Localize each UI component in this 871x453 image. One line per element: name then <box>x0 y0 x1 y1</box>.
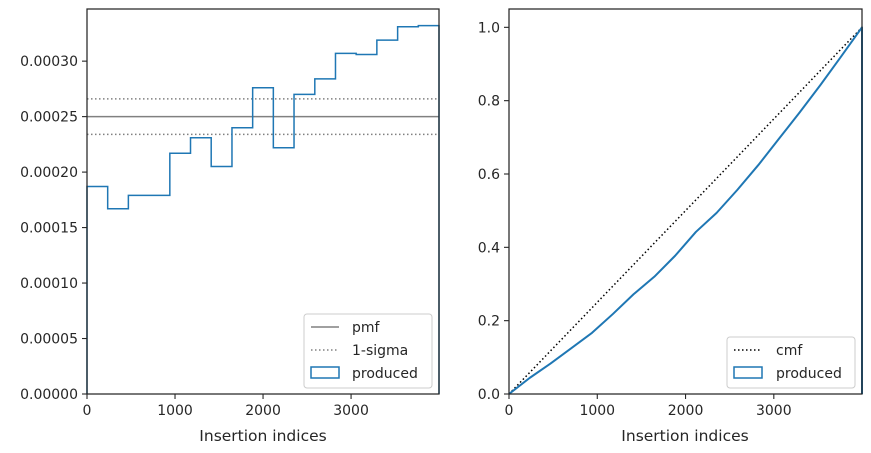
right-plot-area <box>509 9 862 394</box>
left-marks <box>86 24 440 394</box>
left-x-ticks: 0 1000 2000 3000 <box>83 394 369 419</box>
left-y-tick-label: 0.00010 <box>20 276 78 292</box>
right-x-tick-label: 2000 <box>668 403 704 419</box>
legend-1-sigma-label: 1-sigma <box>352 343 408 359</box>
right-x-tick-label: 3000 <box>756 403 792 419</box>
right-x-axis-label: Insertion indices <box>621 427 748 445</box>
left-x-tick-label: 0 <box>83 403 92 419</box>
pmf-chart: 0 1000 2000 3000 0.000000.000050.000100.000… <box>20 8 440 445</box>
left-x-tick-label: 1000 <box>157 403 193 419</box>
left-legend: pmf 1-sigma produced <box>303 313 433 389</box>
left-x-axis-label: Insertion indices <box>199 427 326 445</box>
legend-produced-cumulative-label: produced <box>776 366 842 382</box>
right-marks <box>508 26 863 395</box>
left-y-tick-label: 0.00020 <box>20 165 78 181</box>
left-legend-box <box>303 313 433 389</box>
left-y-tick-label: 0.00015 <box>20 221 78 237</box>
left-y-tick-label: 0.00030 <box>20 54 78 70</box>
legend-pmf-label: pmf <box>352 320 381 336</box>
legend-produced-label: produced <box>352 366 418 382</box>
right-y-ticks: 0.0 0.2 0.4 0.6 0.8 1.0 <box>478 20 509 403</box>
cmf-chart: 0 1000 2000 3000 0.0 0.2 0.4 0.6 0.8 1.0 Inserti… <box>478 8 863 445</box>
right-y-tick-label: 0.8 <box>478 94 500 110</box>
right-y-tick-label: 0.0 <box>478 387 500 403</box>
legend-produced-swatch <box>310 366 340 379</box>
left-x-tick-label: 2000 <box>245 403 281 419</box>
right-y-tick-label: 1.0 <box>478 20 500 36</box>
left-y-tick-label: 0.00025 <box>20 110 78 126</box>
produced-cumulative-line <box>508 26 863 395</box>
right-x-ticks: 0 1000 2000 3000 <box>505 394 792 419</box>
produced-histogram <box>86 24 440 394</box>
right-x-tick-label: 1000 <box>579 403 615 419</box>
right-x-tick-label: 0 <box>505 403 514 419</box>
right-legend: cmf produced <box>726 336 856 389</box>
left-x-tick-label: 3000 <box>333 403 369 419</box>
right-y-tick-label: 0.4 <box>478 240 500 256</box>
legend-cmf-label: cmf <box>776 343 803 359</box>
right-y-tick-label: 0.2 <box>478 314 500 330</box>
left-y-tick-label: 0.00000 <box>20 387 78 403</box>
left-y-ticks: 0.00000 0.00005 0.00010 0.00015 0.00020 0.000… <box>20 54 87 403</box>
left-y-tick-label: 0.00005 <box>20 332 78 348</box>
cmf-line <box>508 26 863 395</box>
right-y-tick-label: 0.6 <box>478 167 500 183</box>
legend-produced-cumulative-swatch <box>733 366 763 379</box>
